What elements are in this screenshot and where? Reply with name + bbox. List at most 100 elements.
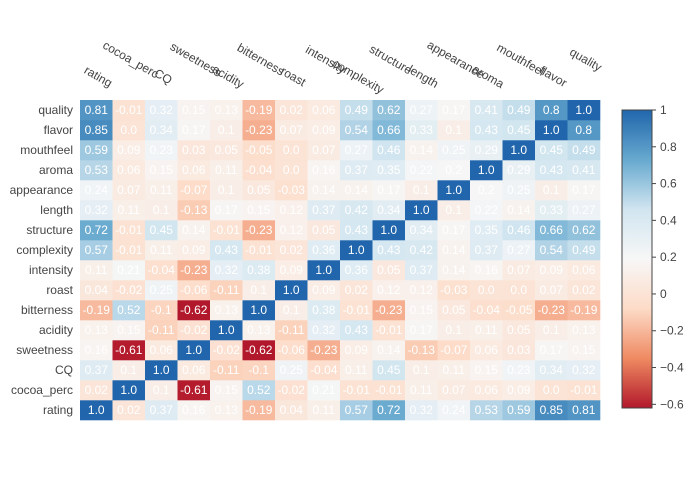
heatmap-cell — [567, 380, 601, 401]
heatmap-cell-label: 0.32 — [312, 323, 336, 337]
heatmap-cell — [275, 260, 308, 281]
heatmap-cell — [177, 220, 211, 241]
heatmap-cell — [340, 220, 373, 241]
heatmap-cell — [145, 160, 178, 181]
heatmap-cell-label: 0.25 — [442, 143, 466, 157]
heatmap-cell — [340, 360, 373, 381]
heatmap-cell — [177, 120, 211, 141]
heatmap-cell-label: 0.13 — [85, 323, 109, 337]
heatmap-cell — [307, 400, 341, 421]
heatmap-cell-label: 0.33 — [410, 123, 434, 137]
heatmap-cell — [112, 180, 146, 201]
heatmap-cell — [275, 140, 308, 161]
heatmap-cell-label: 0.11 — [345, 363, 368, 377]
heatmap-cell — [502, 160, 536, 181]
heatmap-cell-label: -0.62 — [245, 343, 273, 357]
heatmap-cell-label: 0.25 — [280, 363, 304, 377]
heatmap-cell — [177, 400, 211, 421]
heatmap-cell-label: 1.0 — [413, 203, 430, 217]
heatmap-cell-label: 0.36 — [312, 243, 336, 257]
heatmap-cell — [470, 100, 503, 121]
x-tick-label: rating — [82, 63, 115, 90]
heatmap-cell — [535, 360, 568, 381]
heatmap-cell-label: 0.27 — [572, 203, 596, 217]
heatmap-cell-label: 0.1 — [153, 383, 170, 397]
heatmap-cell — [242, 100, 276, 121]
heatmap-cell — [405, 240, 438, 261]
heatmap-cell — [112, 280, 146, 301]
heatmap-cell-label: 0.85 — [85, 123, 109, 137]
heatmap-cell-label: 0.37 — [85, 363, 109, 377]
heatmap-cell — [145, 400, 178, 421]
heatmap-cell-label: 0.04 — [280, 403, 304, 417]
heatmap-cell-label: 0.0 — [543, 383, 560, 397]
heatmap-cell-label: 0.37 — [410, 263, 434, 277]
heatmap-cell — [535, 280, 568, 301]
heatmap-cell-label: 0.1 — [218, 123, 235, 137]
heatmap-cell — [372, 180, 406, 201]
heatmap-cell — [80, 360, 113, 381]
heatmap-cell — [112, 400, 146, 421]
y-tick-label: aroma — [39, 163, 73, 177]
heatmap-cell-label: 0.45 — [150, 223, 174, 237]
heatmap-cell — [112, 140, 146, 161]
heatmap-cell-label: -0.19 — [245, 403, 273, 417]
x-tick-label: acidity — [210, 62, 246, 91]
heatmap-cell — [145, 340, 178, 361]
heatmap-cell-label: 0.34 — [377, 203, 401, 217]
heatmap-cell-label: 0.1 — [120, 363, 137, 377]
heatmap-cell — [535, 140, 568, 161]
heatmap-cell-label: -0.23 — [245, 123, 273, 137]
heatmap-cell — [275, 100, 308, 121]
heatmap-cell — [177, 320, 211, 341]
heatmap-cell — [405, 400, 438, 421]
heatmap-cell — [210, 380, 243, 401]
heatmap-cell — [242, 180, 276, 201]
heatmap-cell — [567, 260, 601, 281]
heatmap-cell — [372, 220, 406, 241]
y-tick-label: flavor — [44, 123, 73, 137]
heatmap-cell-label: 0.24 — [85, 183, 109, 197]
heatmap-cell — [535, 300, 568, 321]
heatmap-cell — [177, 200, 211, 221]
heatmap-cell-label: 0.43 — [345, 223, 369, 237]
heatmap-cell-label: 0.11 — [85, 263, 108, 277]
heatmap-cell-label: 0.59 — [85, 143, 109, 157]
heatmap-cell — [307, 120, 341, 141]
heatmap-cell-label: 0.42 — [410, 243, 434, 257]
heatmap-cell — [210, 300, 243, 321]
heatmap-cell — [437, 120, 471, 141]
heatmap-cell — [502, 100, 536, 121]
x-tick-label: roast — [278, 64, 309, 90]
heatmap-cell — [567, 320, 601, 341]
heatmap-cell — [275, 220, 308, 241]
heatmap-cell — [340, 140, 373, 161]
heatmap-cell — [535, 240, 568, 261]
heatmap-cell — [405, 280, 438, 301]
heatmap-cell — [535, 340, 568, 361]
heatmap-cell — [340, 400, 373, 421]
heatmap-cell-label: 0.03 — [182, 143, 206, 157]
heatmap-cell-label: 0.34 — [150, 123, 174, 137]
heatmap-cell-label: 0.14 — [312, 183, 336, 197]
heatmap-cell-label: 0.0 — [283, 163, 300, 177]
heatmap-cell — [145, 380, 178, 401]
heatmap-cell — [275, 360, 308, 381]
heatmap-cell-label: 0.14 — [182, 223, 206, 237]
heatmap-cells — [80, 100, 601, 421]
heatmap-cell-label: 0.49 — [572, 243, 596, 257]
heatmap-cell — [405, 180, 438, 201]
heatmap-cell-label: 0.25 — [150, 283, 174, 297]
heatmap-cell — [405, 100, 438, 121]
heatmap-cell — [372, 100, 406, 121]
heatmap-cell-label: 0.12 — [280, 203, 304, 217]
y-tick-label: bitterness — [21, 303, 73, 317]
heatmap-cell-label: 0.11 — [150, 243, 173, 257]
heatmap-cell — [275, 320, 308, 341]
heatmap-cell — [210, 400, 243, 421]
heatmap-cell-label: -0.04 — [473, 303, 501, 317]
heatmap-cell-label: -0.05 — [245, 143, 273, 157]
heatmap-cell — [307, 260, 341, 281]
heatmap-cell — [242, 360, 276, 381]
heatmap-cell — [470, 340, 503, 361]
